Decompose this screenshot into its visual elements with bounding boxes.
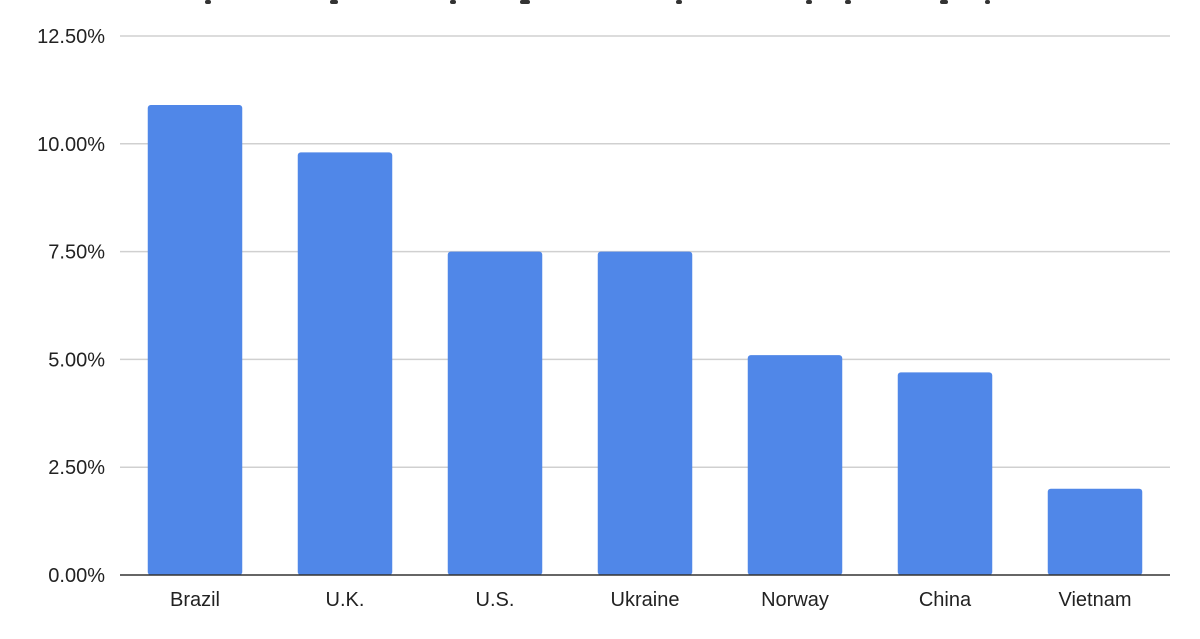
bar-norway <box>747 355 843 575</box>
title-fragment-5 <box>806 0 812 4</box>
bar-ukraine <box>597 251 693 575</box>
title-fragment-2 <box>450 0 456 4</box>
title-fragment-3 <box>520 0 530 4</box>
x-axis-tick-labels: Brazil U.K. U.S. Ukraine Norway China Vietnam <box>170 589 1132 611</box>
y-tick-label: 2.50% <box>48 457 105 479</box>
title-fragment-6 <box>845 0 851 4</box>
x-tick-label: Brazil <box>170 589 220 611</box>
x-tick-label: Ukraine <box>611 589 680 611</box>
cropped-title-fragments <box>205 0 990 4</box>
title-fragment-7 <box>940 0 948 4</box>
x-tick-label: China <box>919 589 972 611</box>
y-axis-tick-labels: 0.00% 2.50% 5.00% 7.50% 10.00% 12.50% <box>37 26 105 587</box>
bars <box>147 104 1143 575</box>
y-tick-label: 10.00% <box>37 134 105 156</box>
title-fragment-0 <box>205 0 211 4</box>
x-tick-label: U.S. <box>476 589 515 611</box>
x-tick-label: Norway <box>761 589 829 611</box>
y-tick-label: 5.00% <box>48 349 105 371</box>
x-tick-label: U.K. <box>326 589 365 611</box>
bar-brazil <box>147 104 243 575</box>
title-fragment-4 <box>676 0 682 4</box>
title-fragment-1 <box>330 0 338 4</box>
bar-us <box>447 251 543 575</box>
bar-china <box>897 372 993 575</box>
y-tick-label: 7.50% <box>48 242 105 264</box>
bar-uk <box>297 152 393 575</box>
y-tick-label: 12.50% <box>37 26 105 48</box>
title-fragment-8 <box>985 0 990 4</box>
y-tick-label: 0.00% <box>48 565 105 587</box>
bar-vietnam <box>1047 488 1143 575</box>
x-tick-label: Vietnam <box>1058 589 1131 611</box>
